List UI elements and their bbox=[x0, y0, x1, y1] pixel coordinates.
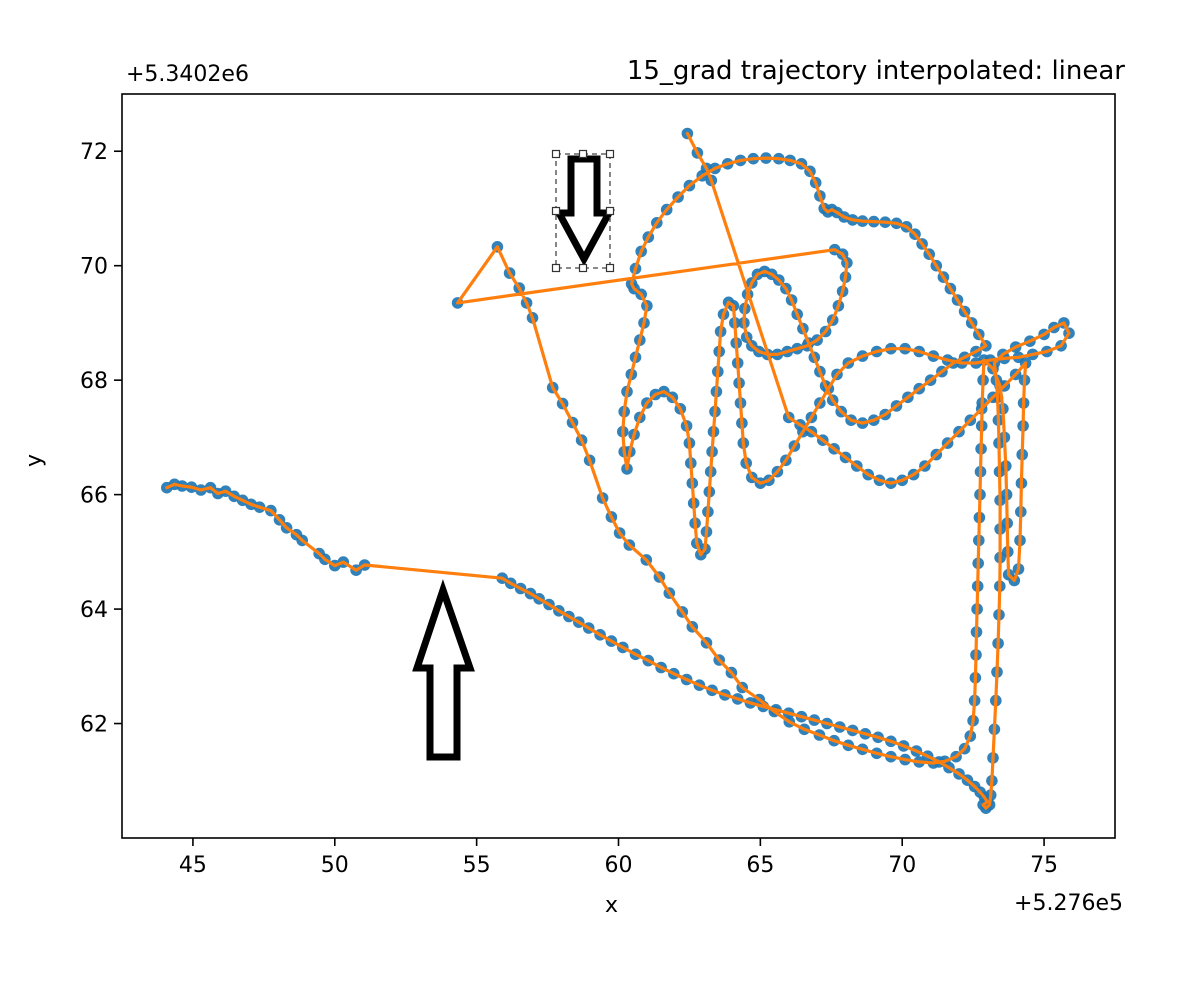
selection-handle[interactable] bbox=[578, 263, 588, 273]
x-tick-label: 75 bbox=[1030, 853, 1058, 878]
selection-handle[interactable] bbox=[551, 263, 561, 273]
x-tick-label: 70 bbox=[888, 853, 916, 878]
up-arrow-annotation[interactable] bbox=[412, 579, 475, 761]
y-axis-offset-text: +5.3402e6 bbox=[126, 62, 249, 87]
down-arrow-annotation[interactable] bbox=[553, 155, 615, 267]
chart-title: 15_grad trajectory interpolated: linear bbox=[626, 56, 1125, 86]
y-tick-label: 66 bbox=[80, 484, 108, 509]
x-axis-label: x bbox=[605, 893, 619, 918]
x-tick-label: 50 bbox=[321, 853, 349, 878]
y-tick-label: 70 bbox=[80, 255, 108, 280]
selection-handle[interactable] bbox=[551, 149, 561, 159]
selection-handle[interactable] bbox=[578, 149, 588, 159]
selection-handle[interactable] bbox=[605, 206, 615, 216]
selection-handle[interactable] bbox=[605, 263, 615, 273]
x-tick-label: 45 bbox=[179, 853, 207, 878]
y-tick-label: 64 bbox=[80, 598, 108, 623]
y-tick-label: 68 bbox=[80, 369, 108, 394]
selection-handle[interactable] bbox=[551, 206, 561, 216]
y-tick-label: 62 bbox=[80, 713, 108, 738]
y-tick-label: 72 bbox=[80, 140, 108, 165]
x-axis-offset-text: +5.276e5 bbox=[1014, 891, 1123, 916]
x-tick-label: 55 bbox=[463, 853, 491, 878]
x-tick-label: 60 bbox=[605, 853, 633, 878]
selection-handle[interactable] bbox=[605, 149, 615, 159]
x-tick-label: 65 bbox=[746, 853, 774, 878]
trajectory-line bbox=[165, 131, 1071, 810]
axes-frame bbox=[121, 93, 1116, 839]
y-axis-label: y bbox=[22, 453, 48, 468]
